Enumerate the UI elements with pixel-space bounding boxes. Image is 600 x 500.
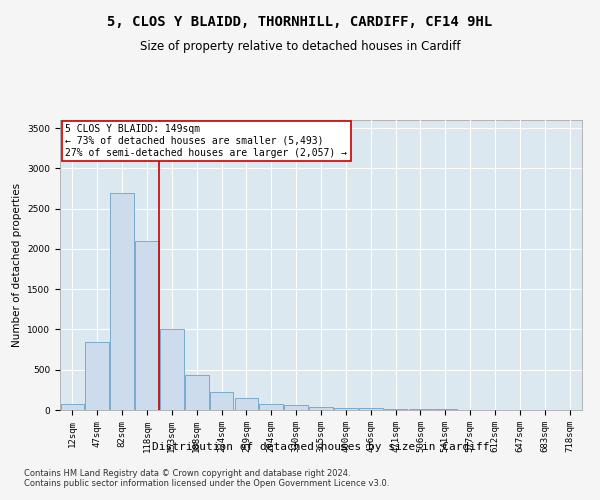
Bar — [409, 409, 432, 410]
Bar — [284, 405, 308, 410]
Text: 5 CLOS Y BLAIDD: 149sqm
← 73% of detached houses are smaller (5,493)
27% of semi: 5 CLOS Y BLAIDD: 149sqm ← 73% of detache… — [65, 124, 347, 158]
Bar — [210, 392, 233, 410]
Bar — [85, 342, 109, 410]
Bar — [309, 407, 333, 410]
Text: Size of property relative to detached houses in Cardiff: Size of property relative to detached ho… — [140, 40, 460, 53]
Bar — [235, 398, 258, 410]
Bar — [135, 241, 159, 410]
Text: 5, CLOS Y BLAIDD, THORNHILL, CARDIFF, CF14 9HL: 5, CLOS Y BLAIDD, THORNHILL, CARDIFF, CF… — [107, 15, 493, 29]
Bar — [384, 409, 407, 410]
Text: Distribution of detached houses by size in Cardiff: Distribution of detached houses by size … — [152, 442, 490, 452]
Bar — [61, 404, 84, 410]
Text: Contains HM Land Registry data © Crown copyright and database right 2024.: Contains HM Land Registry data © Crown c… — [24, 468, 350, 477]
Bar — [259, 404, 283, 410]
Y-axis label: Number of detached properties: Number of detached properties — [12, 183, 22, 347]
Bar — [185, 376, 209, 410]
Bar — [359, 408, 383, 410]
Bar — [110, 192, 134, 410]
Bar — [160, 330, 184, 410]
Text: Contains public sector information licensed under the Open Government Licence v3: Contains public sector information licen… — [24, 478, 389, 488]
Bar — [334, 408, 358, 410]
